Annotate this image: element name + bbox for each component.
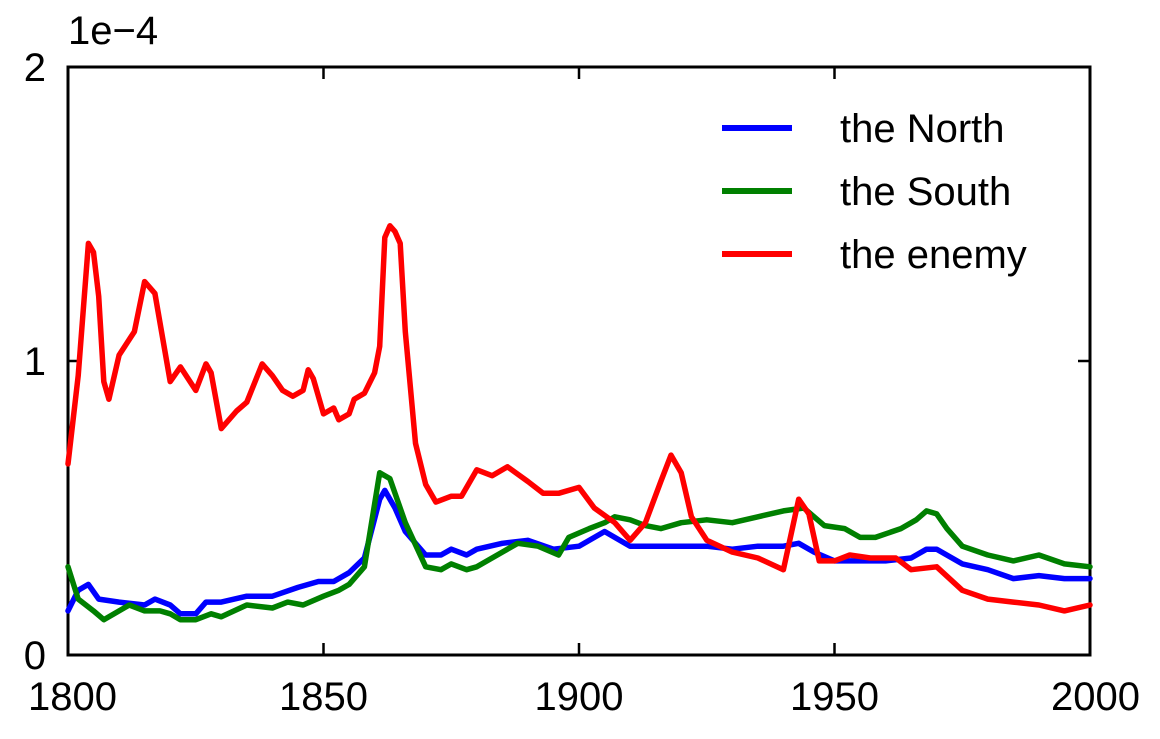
series-line-1: [65, 469, 1093, 623]
x-tick-label: 1850: [279, 675, 368, 719]
y-tick-label: 1: [24, 340, 46, 384]
legend: the North the South the enemy: [722, 107, 1027, 277]
x-tick-label: 2000: [1051, 675, 1140, 719]
y-multiplier-label: 1e−4: [68, 9, 158, 53]
x-tick-label: 1900: [535, 675, 624, 719]
series-layer: [65, 223, 1093, 623]
legend-label: the South: [840, 170, 1011, 214]
y-tick-label: 2: [24, 46, 46, 90]
axis-ticks: [66, 65, 1092, 657]
series-line-2: [65, 223, 1093, 614]
x-tick-label: 1950: [790, 675, 879, 719]
legend-label: the enemy: [840, 233, 1027, 277]
legend-label: the North: [840, 107, 1005, 151]
axis-tick-labels: 1800 1850 1900 1950 2000 0 1 2: [24, 46, 1140, 719]
series-line-0: [65, 487, 1093, 617]
y-tick-label: 0: [24, 634, 46, 678]
x-tick-label: 1800: [28, 675, 117, 719]
